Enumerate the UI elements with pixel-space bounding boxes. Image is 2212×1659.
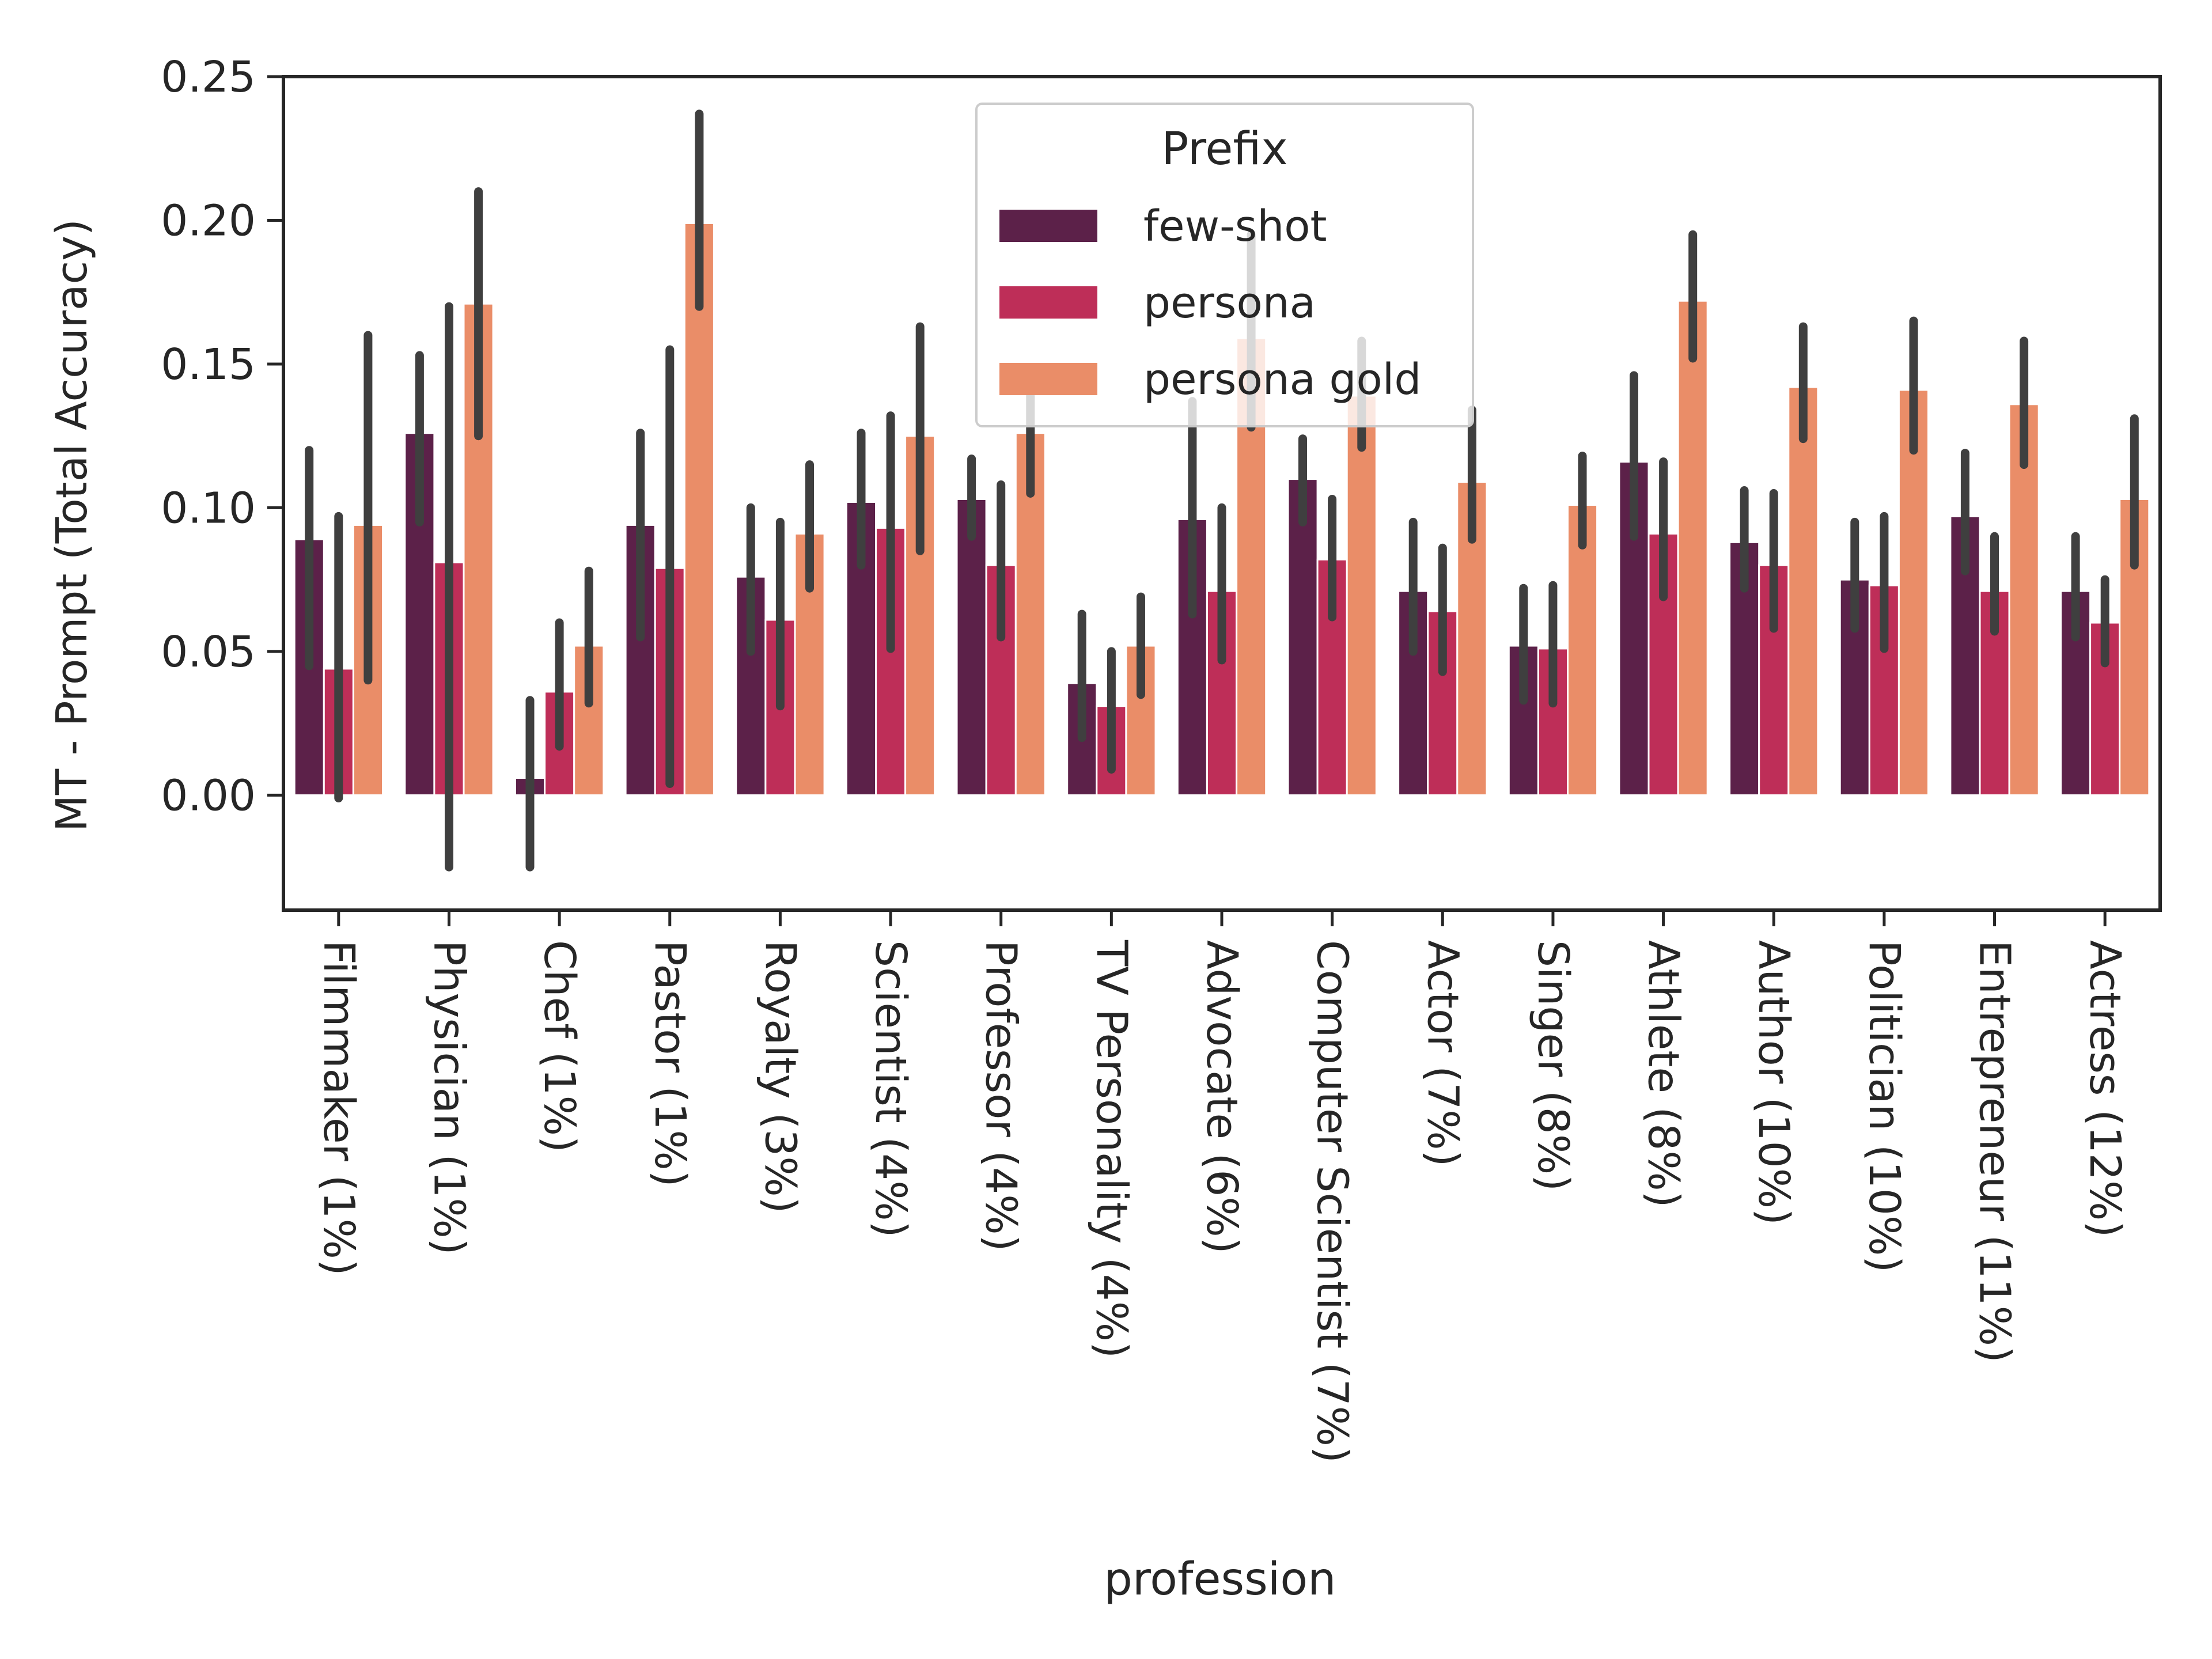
legend: Prefix few-shot persona persona gold <box>975 103 1474 427</box>
x-tick-label: Author (10%) <box>1749 940 1798 1225</box>
plot-frame <box>282 75 2162 912</box>
legend-swatch-persona <box>999 286 1097 319</box>
x-tick-label: Entrepreneur (11%) <box>1970 940 2020 1363</box>
x-tick-label: Actor (7%) <box>1418 940 1467 1166</box>
x-tick-label: Chef (1%) <box>535 940 584 1153</box>
bar-persona-gold-3 <box>683 222 715 796</box>
bar-few-shot-6 <box>956 498 987 796</box>
x-tick-label: Athlete (8%) <box>1639 940 1688 1208</box>
bar-persona-gold-9 <box>1346 395 1377 796</box>
bar-few-shot-4 <box>735 575 767 796</box>
bar-persona-5 <box>875 527 907 796</box>
x-tick-label: Actress (12%) <box>2080 940 2130 1237</box>
bar-persona-gold-14 <box>1897 389 1929 796</box>
legend-swatch-few-shot <box>999 210 1097 242</box>
bar-persona-gold-12 <box>1677 300 1709 796</box>
legend-title: Prefix <box>1161 123 1287 175</box>
x-tick-label: Filmmaker (1%) <box>314 940 363 1276</box>
bar-persona-gold-2 <box>573 645 605 796</box>
x-tick-label: Scientist (4%) <box>866 940 915 1237</box>
y-tick-label: 0.20 <box>161 196 256 246</box>
x-tick-label: Pastor (1%) <box>645 940 695 1187</box>
legend-label: persona gold <box>1143 355 1421 404</box>
legend-items: few-shot persona persona gold <box>999 202 1421 404</box>
y-tick-label: 0.00 <box>161 771 256 820</box>
x-tick-label: Physician (1%) <box>425 940 474 1255</box>
bar-persona-gold-11 <box>1567 504 1599 796</box>
x-tick-label: Professor (4%) <box>976 940 1026 1251</box>
axes-layer: Filmmaker (1%) Physician (1%) Chef (1%) Pas… <box>161 52 2162 1463</box>
legend-label: few-shot <box>1143 202 1327 251</box>
x-tick-label: Royalty (3%) <box>755 940 805 1214</box>
x-tick-label: Advocate (6%) <box>1197 940 1247 1254</box>
y-tick-label: 0.10 <box>161 483 256 533</box>
bar-few-shot-9 <box>1287 478 1319 796</box>
x-tick-label: Singer (8%) <box>1528 940 1578 1191</box>
bar-persona-gold-15 <box>2008 403 2040 796</box>
legend-swatch-persona-gold <box>999 363 1097 395</box>
x-tick-label: TV Personality (4%) <box>1086 940 1136 1358</box>
y-tick-label: 0.25 <box>161 52 256 102</box>
x-tick-label: Politician (10%) <box>1859 940 1909 1272</box>
bar-persona-gold-13 <box>1787 386 1819 796</box>
y-tick-label: 0.05 <box>161 627 256 677</box>
legend-label: persona <box>1143 278 1316 328</box>
y-tick-label: 0.15 <box>161 340 256 389</box>
legend-frame <box>975 103 1474 427</box>
x-axis-label: profession <box>1104 1554 1336 1605</box>
y-axis-label: MT - Prompt (Total Accuracy) <box>47 219 97 832</box>
x-tick-label: Computer Scientist (7%) <box>1308 940 1357 1463</box>
